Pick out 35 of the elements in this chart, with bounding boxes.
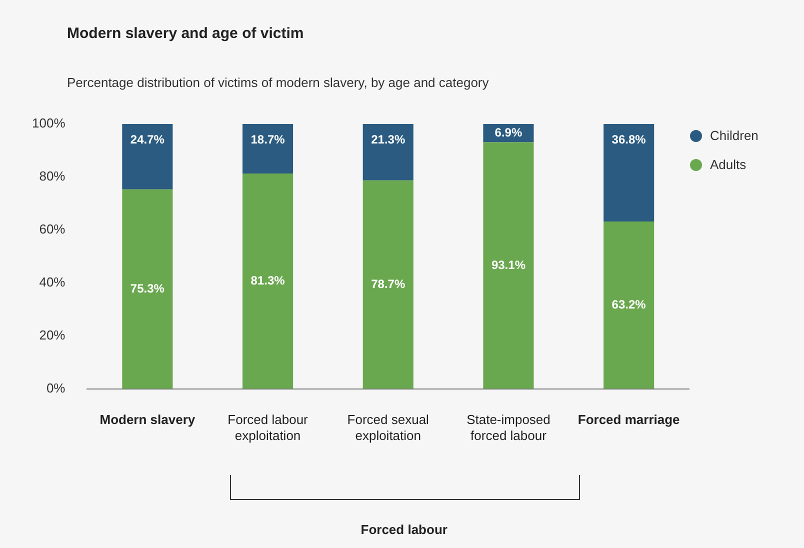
bar xyxy=(604,221,654,389)
x-tick-label: State-imposed forced labour xyxy=(466,412,550,443)
data-label: 93.1% xyxy=(491,258,526,272)
bar xyxy=(242,124,294,174)
bar xyxy=(362,124,414,180)
data-label: 6.9% xyxy=(494,125,522,140)
data-label: 75.3% xyxy=(130,281,165,296)
legend-label: Adults xyxy=(709,156,748,174)
y-tick-label: 100% xyxy=(32,116,66,131)
data-label: 21.3% xyxy=(371,132,406,146)
bar xyxy=(242,174,294,389)
x-tick-label: Forced labour exploitation xyxy=(228,412,309,443)
data-label: 24.7% xyxy=(130,132,165,146)
x-tick-label: Forced sexual exploitation xyxy=(347,412,430,443)
chart-title: Modern slavery and age of victim xyxy=(67,25,304,42)
data-label: 81.3% xyxy=(250,273,286,288)
y-tick-label: 80% xyxy=(39,168,66,184)
bar xyxy=(122,124,173,190)
text: Forced labour xyxy=(360,522,448,537)
data-label: 36.8% xyxy=(612,132,646,146)
data-label: 18.7% xyxy=(250,132,286,146)
bar xyxy=(483,142,534,389)
y-tick-label: 20% xyxy=(39,327,66,342)
y-tick-label: 40% xyxy=(39,274,66,290)
y-tick-label: 60% xyxy=(39,222,66,236)
bar xyxy=(604,124,654,222)
bar xyxy=(362,180,414,389)
x-tick-label: Modern slavery xyxy=(100,412,196,428)
data-label: 63.2% xyxy=(612,297,646,312)
legend-label: Children xyxy=(709,127,758,145)
data-label: 78.7% xyxy=(371,276,406,291)
x-tick-label: Forced marriage xyxy=(578,412,680,428)
y-tick-label: 0% xyxy=(46,380,66,396)
bar xyxy=(122,189,173,389)
chart-subtitle: Percentage distribution of victims of modern slavery, by age and category xyxy=(67,75,489,90)
